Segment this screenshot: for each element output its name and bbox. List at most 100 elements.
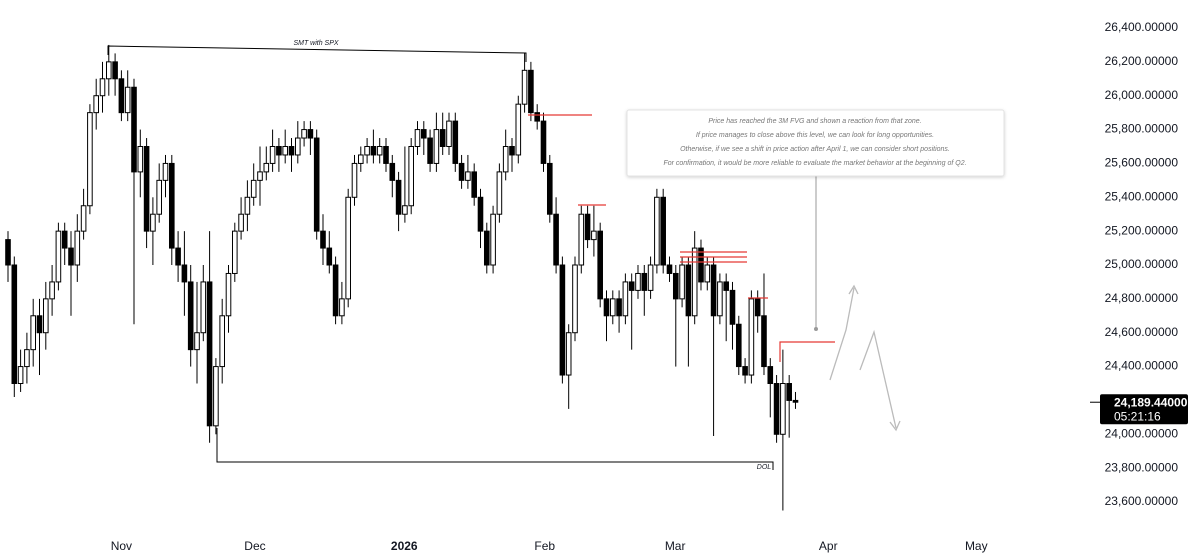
y-tick-label: 24,000.00000 bbox=[1105, 426, 1179, 440]
candle-body bbox=[156, 179, 162, 215]
candle-body bbox=[150, 213, 156, 232]
candle-body bbox=[622, 281, 629, 317]
candle-body bbox=[99, 78, 106, 97]
candle-body bbox=[672, 272, 679, 300]
level-line bbox=[779, 341, 835, 362]
arrow-head bbox=[889, 420, 901, 432]
y-tick-label: 25,000.00000 bbox=[1105, 257, 1179, 271]
levels bbox=[528, 114, 835, 362]
candle-body bbox=[206, 281, 213, 427]
candle-body bbox=[294, 137, 301, 156]
smt-label: SMT with SPX bbox=[293, 40, 338, 47]
candle-body bbox=[773, 383, 780, 435]
candle-body bbox=[521, 69, 528, 105]
candle-body bbox=[80, 205, 87, 232]
projection-arrow bbox=[829, 287, 855, 381]
y-tick-label: 26,000.00000 bbox=[1105, 88, 1179, 102]
candle-body bbox=[395, 179, 402, 215]
candle-body bbox=[465, 171, 471, 181]
candle-body bbox=[786, 383, 792, 401]
candle-body bbox=[553, 213, 559, 266]
candle-body bbox=[483, 230, 490, 266]
candle-body bbox=[370, 146, 377, 156]
candle-body bbox=[414, 129, 421, 147]
y-tick-label: 25,600.00000 bbox=[1105, 156, 1179, 170]
candle-body bbox=[572, 264, 578, 334]
candle-body bbox=[87, 112, 93, 207]
candle-body bbox=[433, 129, 440, 164]
candle-body bbox=[313, 137, 320, 232]
candle-body bbox=[420, 129, 427, 139]
arrow-head bbox=[848, 284, 859, 295]
y-tick-label: 25,400.00000 bbox=[1105, 189, 1179, 203]
candle-body bbox=[458, 162, 465, 181]
x-tick-label: Mar bbox=[665, 539, 686, 553]
y-tick-label: 25,200.00000 bbox=[1105, 223, 1179, 237]
candle-body bbox=[137, 146, 144, 173]
candle-body bbox=[439, 129, 446, 147]
candle-body bbox=[339, 298, 345, 317]
note-line: Otherwise, if we see a shift in price ac… bbox=[680, 146, 950, 153]
candle-body bbox=[754, 298, 761, 317]
projection-arrow bbox=[859, 329, 897, 429]
candle-body bbox=[105, 61, 112, 80]
candle-body bbox=[194, 332, 200, 351]
x-tick-label: Dec bbox=[244, 539, 265, 553]
candle-body bbox=[276, 146, 282, 156]
candle-body bbox=[691, 247, 698, 317]
candle-body bbox=[584, 213, 591, 241]
connector-dot bbox=[814, 327, 818, 331]
drawings: SMT with SPX DOL Price has reached the 3… bbox=[107, 40, 1005, 471]
candle-body bbox=[698, 247, 704, 283]
candle-body bbox=[269, 146, 276, 164]
y-tick-label: 25,800.00000 bbox=[1105, 122, 1179, 136]
candle-body bbox=[187, 281, 194, 351]
candle-body bbox=[546, 162, 553, 215]
x-tick-label: May bbox=[965, 539, 988, 553]
candle-body bbox=[528, 69, 534, 114]
candle-body bbox=[389, 162, 396, 181]
candle-body bbox=[162, 162, 169, 181]
note-box bbox=[626, 109, 1005, 177]
candle-body bbox=[307, 129, 314, 139]
candle-body bbox=[490, 213, 496, 266]
candle-body bbox=[219, 315, 225, 368]
candle-body bbox=[565, 332, 572, 376]
candle-body bbox=[364, 146, 370, 156]
candle-body bbox=[351, 162, 358, 198]
candles bbox=[5, 44, 799, 511]
y-tick-label: 24,600.00000 bbox=[1105, 325, 1179, 339]
candle-body bbox=[250, 179, 257, 198]
candle-body bbox=[679, 264, 685, 300]
candle-body bbox=[402, 205, 408, 215]
note-line: For confirmation, it would be more relia… bbox=[663, 160, 966, 167]
candle-body bbox=[238, 213, 244, 232]
candle-body bbox=[710, 264, 717, 317]
candle-body bbox=[143, 146, 150, 232]
note-line: If price manages to close above this lev… bbox=[696, 132, 934, 139]
last-price-label: 24,189.44000 bbox=[1114, 395, 1188, 409]
candle-body bbox=[301, 129, 307, 139]
candle-body bbox=[427, 137, 433, 164]
candle-body bbox=[213, 366, 219, 427]
candle-body bbox=[175, 247, 181, 266]
candle-body bbox=[748, 298, 755, 376]
candle-body bbox=[729, 289, 736, 325]
countdown: 05:21:16 bbox=[1114, 409, 1161, 423]
x-tick-label: Nov bbox=[111, 539, 132, 553]
candle-body bbox=[641, 272, 648, 291]
smt-line bbox=[107, 45, 527, 62]
candle-body bbox=[735, 323, 742, 368]
candle-body bbox=[36, 315, 43, 334]
y-tick-label: 26,200.00000 bbox=[1105, 54, 1179, 68]
candle-body bbox=[792, 399, 799, 403]
candle-body bbox=[124, 86, 131, 114]
candle-body bbox=[635, 272, 641, 291]
y-tick-label: 23,600.00000 bbox=[1105, 494, 1179, 508]
dol-line bbox=[216, 428, 774, 470]
candle-body bbox=[509, 146, 515, 156]
candle-body bbox=[42, 298, 49, 334]
y-tick-label: 23,800.00000 bbox=[1105, 460, 1179, 474]
x-tick-label: 2026 bbox=[391, 539, 418, 553]
